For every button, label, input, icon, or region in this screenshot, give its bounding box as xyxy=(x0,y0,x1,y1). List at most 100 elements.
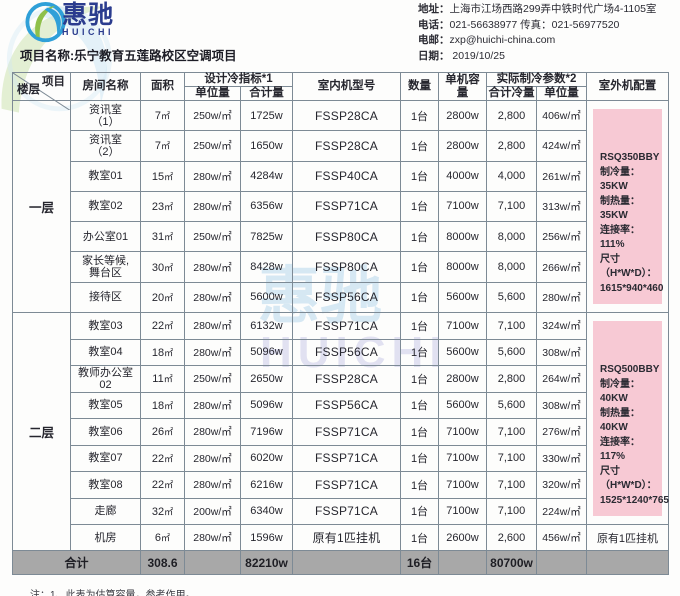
header-outdoor-config: 室外机配置 xyxy=(586,72,669,101)
unit-sqm: ㎡ xyxy=(164,292,174,303)
cell-actual-unit: 280w/㎡ xyxy=(536,281,587,314)
cell-actual-total: 7,100 xyxy=(486,418,537,446)
cell-area: 7㎡ xyxy=(140,99,185,132)
cell-actual-unit: 224w/㎡ xyxy=(536,497,587,525)
cell-design-total: 7196w xyxy=(240,418,293,446)
cell-design-unit: 280w/㎡ xyxy=(184,190,241,223)
diagonal-divider-icon xyxy=(13,73,70,111)
cell-indoor-model: FSSP28CA xyxy=(292,130,401,162)
cell-single-capacity: 7100w xyxy=(438,312,487,340)
cell-design-unit: 250w/㎡ xyxy=(184,130,241,162)
table-row: 办公室01 31㎡ 250w/㎡ 7825w FSSP80CA 1台 8000w 8,000 2… xyxy=(13,221,669,253)
cell-quantity: 1台 xyxy=(400,130,439,162)
cell-indoor-model: FSSP71CA xyxy=(292,497,401,525)
cell-indoor-model: FSSP56CA xyxy=(292,338,401,366)
corner-label-project: 项目 xyxy=(42,76,65,88)
unit-sqm: ㎡ xyxy=(164,232,174,243)
table-footnote: 注：1、此表为估算容量，参考作用。 xyxy=(30,590,196,596)
cell-area: 32㎡ xyxy=(140,497,185,525)
table-body: 一层 资讯室 （1） 7㎡ 250w/㎡ 1725w FSSP28CA 1台 2800w 2,80… xyxy=(12,99,669,575)
cell-quantity: 1台 xyxy=(400,497,439,525)
total-model-empty xyxy=(292,550,401,575)
cell-design-unit: 280w/㎡ xyxy=(184,471,241,499)
table-row: 教室04 18㎡ 280w/㎡ 5096w FSSP56CA 1台 5600w 5,600 30… xyxy=(13,338,669,366)
floor-label-cell: 一层 xyxy=(12,100,71,313)
cell-room-name: 教室06 xyxy=(70,418,141,446)
header-area: 面积 xyxy=(140,72,185,101)
cell-actual-unit: 256w/㎡ xyxy=(536,221,587,253)
unit-sqm: ㎡ xyxy=(163,374,173,385)
cell-single-capacity: 2800w xyxy=(438,99,487,132)
cell-quantity: 1台 xyxy=(400,471,439,499)
cell-single-capacity: 7100w xyxy=(438,471,487,499)
table-row: 教室08 22㎡ 280w/㎡ 6216w FSSP71CA 1台 7100w 7,100 32… xyxy=(13,471,669,499)
cell-design-total: 5096w xyxy=(240,338,293,366)
cell-quantity: 1台 xyxy=(400,338,439,366)
cell-quantity: 1台 xyxy=(400,99,439,132)
spec-spacer xyxy=(600,329,655,363)
cell-actual-total: 7,100 xyxy=(486,444,537,472)
cell-design-unit: 280w/㎡ xyxy=(184,391,241,419)
outdoor-spec-line: 连接率：117% xyxy=(600,436,640,463)
outdoor-spec-line: 尺寸（H*W*D）： xyxy=(600,465,657,492)
cell-design-total: 7825w xyxy=(240,221,293,253)
outdoor-spec-line: 尺寸（H*W*D）： xyxy=(600,253,657,280)
cell-quantity: 1台 xyxy=(400,418,439,446)
cell-single-capacity: 5600w xyxy=(438,391,487,419)
outdoor-spec-line: 制冷量：35KW xyxy=(600,166,640,193)
unit-sqm: ㎡ xyxy=(164,321,174,332)
header-room-name: 房间名称 xyxy=(70,72,141,101)
cell-room-name: 教室04 xyxy=(70,338,141,366)
cell-indoor-model: FSSP56CA xyxy=(292,281,401,314)
cell-actual-total: 7,100 xyxy=(486,312,537,340)
cell-design-total: 2650w xyxy=(240,365,293,393)
table-row: 接待区 20㎡ 280w/㎡ 5600w FSSP56CA 1台 5600w 5,600 280… xyxy=(13,281,669,314)
cell-actual-unit: 320w/㎡ xyxy=(536,471,587,499)
cell-actual-unit: 264w/㎡ xyxy=(536,365,587,393)
cell-quantity: 1台 xyxy=(400,312,439,340)
logo-name-cn: 惠驰 xyxy=(62,0,115,29)
cell-room-name: 接待区 xyxy=(70,281,141,314)
cell-actual-total: 7,100 xyxy=(486,471,537,499)
cell-design-total: 6340w xyxy=(240,497,293,525)
table-row: 教室02 23㎡ 280w/㎡ 6356w FSSP71CA 1台 7100w 7,100 31… xyxy=(13,190,669,223)
equipment-table: 项目 楼层 房间名称 面积 设计冷指标*1 室内机型号 数量 单机容量 实际制冷… xyxy=(12,72,669,575)
cell-actual-total: 2,800 xyxy=(486,130,537,162)
cell-area: 18㎡ xyxy=(140,338,185,366)
cell-actual-total: 5,600 xyxy=(486,281,537,314)
cell-quantity: 1台 xyxy=(400,281,439,314)
table-row: 教室01 15㎡ 280w/㎡ 4284w FSSP40CA 1台 4000w 4,000 26… xyxy=(13,160,669,192)
contact-label-email: 电邮： xyxy=(418,34,450,46)
cell-actual-unit: 308w/㎡ xyxy=(536,391,587,419)
cell-room-name: 教室02 xyxy=(70,190,141,223)
cell-room-name: 办公室01 xyxy=(70,221,141,253)
table-row: 二层 教室03 22㎡ 280w/㎡ 6132w FSSP71CA 1台 7100w 7,100… xyxy=(12,312,669,551)
cell-design-unit: 280w/㎡ xyxy=(184,251,241,283)
cell-room-name: 教室03 xyxy=(70,312,141,340)
outdoor-spec-line: 1615*940*460 xyxy=(600,282,664,294)
contact-label-address: 地址： xyxy=(418,3,450,15)
unit-sqm: ㎡ xyxy=(164,506,174,517)
cell-room-name: 教室01 xyxy=(70,160,141,192)
total-quantity: 16台 xyxy=(400,550,439,575)
contact-line-date: 日期： 2019/10/25 xyxy=(418,49,656,65)
cell-actual-unit: 313w/㎡ xyxy=(536,190,587,223)
total-design: 82210w xyxy=(240,550,293,575)
cell-actual-total: 2,800 xyxy=(486,365,537,393)
contact-line-address: 地址：上海市江场西路299弄中铁时代广场4-1105室 xyxy=(418,2,656,18)
cell-quantity: 1台 xyxy=(400,444,439,472)
total-area: 308.6 xyxy=(140,550,185,575)
cell-quantity: 1台 xyxy=(400,365,439,393)
cell-area: 22㎡ xyxy=(140,444,185,472)
cell-design-total: 6020w xyxy=(240,444,293,472)
company-contact-block: 地址：上海市江场西路299弄中铁时代广场4-1105室 电话：021-56638… xyxy=(418,2,656,64)
cell-single-capacity: 7100w xyxy=(438,418,487,446)
outdoor-model-name: RSQ500BBY xyxy=(600,364,660,375)
unit-sqm: ㎡ xyxy=(164,171,174,182)
outdoor-spec-line: 制热量：40KW xyxy=(600,407,640,434)
floor-label-cell: 二层 xyxy=(12,312,71,551)
cell-quantity: 1台 xyxy=(400,391,439,419)
table-row: 走廊 32㎡ 200w/㎡ 6340w FSSP71CA 1台 7100w 7,100 224w… xyxy=(13,497,669,525)
cell-room-name: 教室05 xyxy=(70,391,141,419)
table-row: 教师办公室 02 11㎡ 250w/㎡ 2650w FSSP28CA 1台 2800w 2,80… xyxy=(13,365,669,393)
